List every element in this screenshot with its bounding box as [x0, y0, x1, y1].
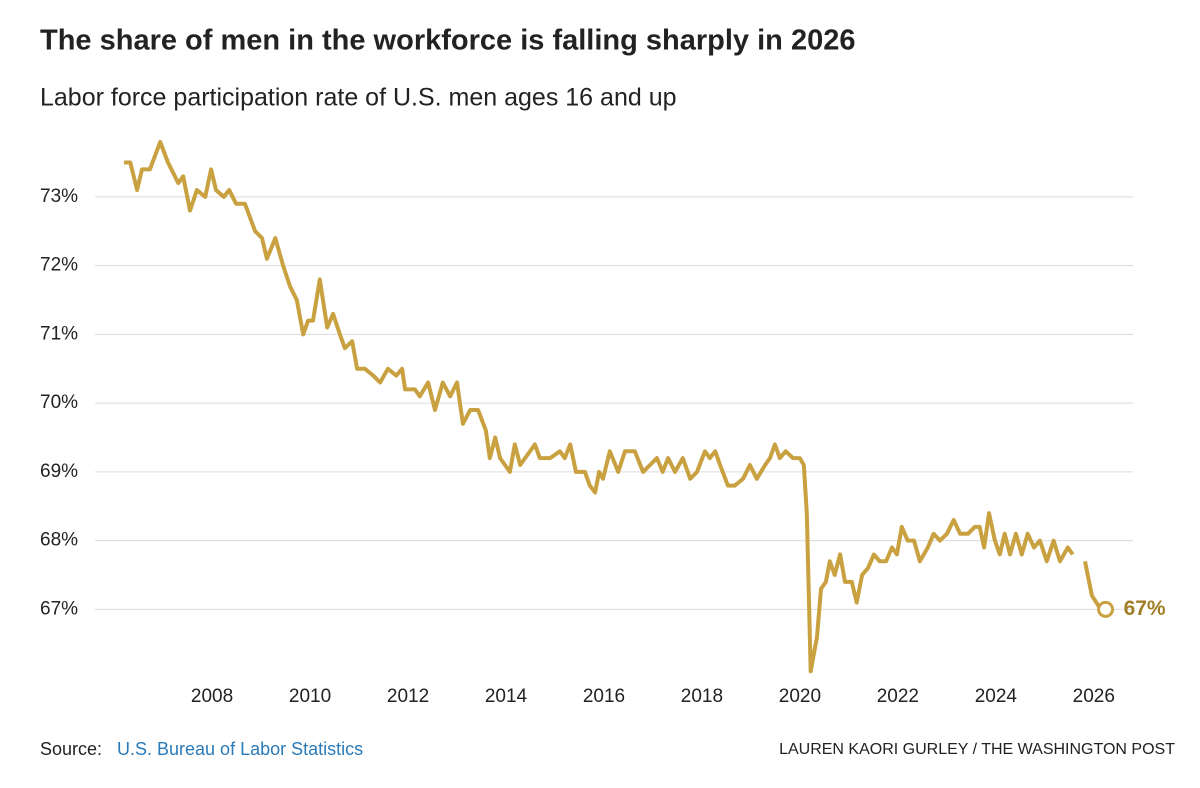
line	[123, 139, 1106, 674]
y-tick-label: 72%	[40, 255, 78, 276]
x-tick-label: 2018	[681, 686, 723, 707]
chart-title: The share of men in the workforce is fal…	[40, 25, 855, 57]
source-label: Source:	[40, 739, 102, 759]
end-marker	[1097, 600, 1115, 618]
y-tick-label: 73%	[40, 186, 78, 207]
x-tick-label: 2016	[583, 686, 625, 707]
y-tick-label: 70%	[40, 392, 78, 413]
y-tick-label: 69%	[40, 461, 78, 482]
end-label: 67%	[1124, 597, 1166, 620]
source-link[interactable]: U.S. Bureau of Labor Statistics	[117, 739, 363, 759]
y-tick-label: 68%	[40, 530, 78, 551]
y-tick-label: 71%	[40, 323, 78, 344]
x-tick-label: 2020	[779, 686, 821, 707]
x-tick-label: 2012	[387, 686, 429, 707]
x-tick-label: 2024	[975, 686, 1018, 707]
y-tick-label: 67%	[40, 598, 78, 619]
credit: LAUREN KAORI GURLEY / THE WASHINGTON POS…	[779, 741, 1175, 758]
x-tick-label: 2014	[485, 686, 528, 707]
x-tick-label: 2026	[1073, 686, 1115, 707]
chart-subtitle: Labor force participation rate of U.S. m…	[40, 84, 677, 112]
x-tick-label: 2022	[877, 686, 919, 707]
x-tick-label: 2010	[289, 686, 331, 707]
x-tick-label: 2008	[191, 686, 233, 707]
